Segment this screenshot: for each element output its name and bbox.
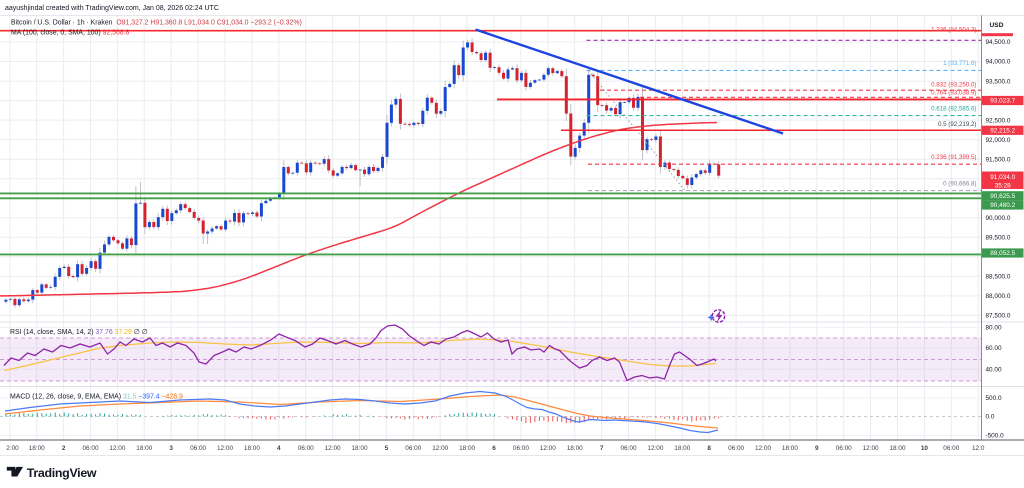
- svg-text:12:0: 12:0: [972, 445, 985, 452]
- svg-text:18:00: 18:00: [29, 445, 45, 452]
- svg-text:6: 6: [492, 445, 496, 452]
- svg-text:90,480.2: 90,480.2: [990, 202, 1015, 209]
- svg-text:06:00: 06:00: [728, 445, 744, 452]
- svg-text:0.5 (92,219.2): 0.5 (92,219.2): [938, 121, 977, 128]
- svg-text:18:00: 18:00: [459, 445, 475, 452]
- svg-text:87,500.0: 87,500.0: [986, 313, 1011, 320]
- svg-text:aayushjindal created with Trad: aayushjindal created with TradingView.co…: [5, 5, 219, 12]
- svg-text:90,000.0: 90,000.0: [986, 215, 1011, 222]
- svg-text:1 (93,771.6): 1 (93,771.6): [943, 60, 976, 67]
- svg-text:06:00: 06:00: [405, 445, 421, 452]
- svg-text:TradingView: TradingView: [27, 466, 97, 480]
- svg-text:9: 9: [815, 445, 819, 452]
- svg-text:80.00: 80.00: [986, 325, 1002, 332]
- svg-text:12:00: 12:00: [540, 445, 556, 452]
- svg-text:MA (100, close, 0, SMA, 100) 9: MA (100, close, 0, SMA, 100) 92,568.8: [11, 30, 130, 37]
- svg-text:91,500.0: 91,500.0: [986, 156, 1011, 163]
- svg-text:88,500.0: 88,500.0: [986, 274, 1011, 281]
- svg-text:93,023.7: 93,023.7: [990, 98, 1015, 105]
- svg-text:-500.0: -500.0: [986, 433, 1005, 440]
- svg-text:12:00: 12:00: [432, 445, 448, 452]
- svg-text:12:00: 12:00: [217, 445, 233, 452]
- svg-text:18:00: 18:00: [136, 445, 152, 452]
- svg-text:35:28: 35:28: [995, 183, 1011, 190]
- svg-text:12:00: 12:00: [109, 445, 125, 452]
- svg-text:92,500.0: 92,500.0: [986, 117, 1011, 124]
- svg-text:12:00: 12:00: [863, 445, 879, 452]
- svg-text:91,034.0: 91,034.0: [990, 174, 1015, 181]
- svg-text:0.832 (93,250.0): 0.832 (93,250.0): [931, 81, 976, 88]
- svg-text:06:00: 06:00: [943, 445, 959, 452]
- svg-text:88,000.0: 88,000.0: [986, 293, 1011, 300]
- svg-text:18:00: 18:00: [890, 445, 906, 452]
- svg-text:18:00: 18:00: [782, 445, 798, 452]
- svg-text:06:00: 06:00: [190, 445, 206, 452]
- svg-text:2:00: 2:00: [6, 445, 19, 452]
- svg-text:40.00: 40.00: [986, 367, 1002, 374]
- svg-text:4: 4: [277, 445, 281, 452]
- svg-text:7: 7: [600, 445, 604, 452]
- svg-text:0.0: 0.0: [986, 414, 995, 421]
- svg-text:18:00: 18:00: [352, 445, 368, 452]
- svg-text:06:00: 06:00: [836, 445, 852, 452]
- svg-text:USD: USD: [990, 22, 1004, 29]
- svg-text:06:00: 06:00: [513, 445, 529, 452]
- svg-text:89,500.0: 89,500.0: [986, 234, 1011, 241]
- svg-text:92,215.2: 92,215.2: [990, 128, 1015, 135]
- svg-text:06:00: 06:00: [83, 445, 99, 452]
- svg-text:12:00: 12:00: [755, 445, 771, 452]
- svg-text:0.618 (92,585.6): 0.618 (92,585.6): [931, 105, 976, 112]
- svg-text:18:00: 18:00: [674, 445, 690, 452]
- svg-text:90,625.5: 90,625.5: [990, 193, 1015, 200]
- svg-text:94,500.0: 94,500.0: [986, 39, 1011, 46]
- svg-text:10: 10: [921, 445, 929, 452]
- svg-text:92,000.0: 92,000.0: [986, 137, 1011, 144]
- svg-text:89,052.5: 89,052.5: [990, 250, 1015, 257]
- svg-text:RSI (14, close, SMA, 14, 2) 37: RSI (14, close, SMA, 14, 2) 37.76 37.29 …: [10, 329, 148, 336]
- svg-text:3: 3: [169, 445, 173, 452]
- svg-text:12:00: 12:00: [325, 445, 341, 452]
- svg-text:0.236 (91,399.5): 0.236 (91,399.5): [931, 154, 976, 161]
- svg-text:06:00: 06:00: [621, 445, 637, 452]
- svg-text:MACD (12, 26, close, 9, EMA, E: MACD (12, 26, close, 9, EMA, EMA) 31.5 −…: [10, 393, 183, 400]
- svg-text:60.00: 60.00: [986, 345, 1002, 352]
- svg-text:2: 2: [62, 445, 66, 452]
- svg-text:500.0: 500.0: [986, 395, 1002, 402]
- svg-text:Bitcoin / U.S. Dollar · 1h · K: Bitcoin / U.S. Dollar · 1h · Kraken O91,…: [11, 19, 302, 26]
- svg-text:12:00: 12:00: [647, 445, 663, 452]
- svg-text:5: 5: [385, 445, 389, 452]
- svg-text:8: 8: [707, 445, 711, 452]
- svg-text:0 (90,666.8): 0 (90,666.8): [943, 181, 976, 188]
- svg-text:18:00: 18:00: [567, 445, 583, 452]
- svg-text:18:00: 18:00: [244, 445, 260, 452]
- svg-text:0.764 (93,038.9): 0.764 (93,038.9): [931, 90, 976, 97]
- svg-text:1.236 (94,504.3): 1.236 (94,504.3): [931, 26, 976, 33]
- svg-text:94,000.0: 94,000.0: [986, 59, 1011, 66]
- svg-text:06:00: 06:00: [298, 445, 314, 452]
- svg-text:93,500.0: 93,500.0: [986, 78, 1011, 85]
